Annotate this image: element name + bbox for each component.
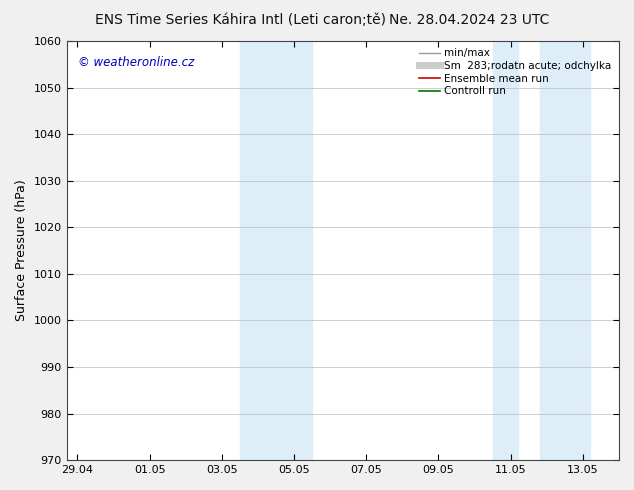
Bar	[240, 41, 312, 460]
Text: © weatheronline.cz: © weatheronline.cz	[77, 56, 194, 69]
Y-axis label: Surface Pressure (hPa): Surface Pressure (hPa)	[15, 180, 28, 321]
Bar	[540, 41, 590, 460]
Legend: min/max, Sm  283;rodatn acute; odchylka, Ensemble mean run, Controll run: min/max, Sm 283;rodatn acute; odchylka, …	[417, 46, 614, 98]
Bar	[493, 41, 518, 460]
Text: ENS Time Series Káhira Intl (Leti caron;tě): ENS Time Series Káhira Intl (Leti caron;…	[96, 13, 386, 27]
Text: Ne. 28.04.2024 23 UTC: Ne. 28.04.2024 23 UTC	[389, 13, 549, 27]
